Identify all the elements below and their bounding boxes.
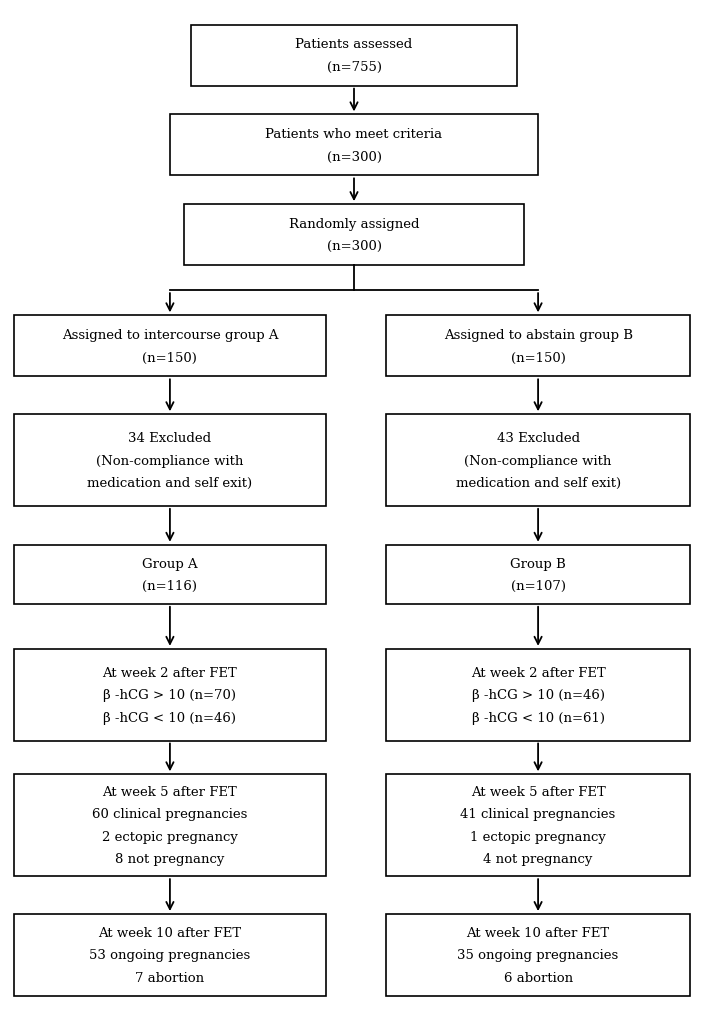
FancyBboxPatch shape xyxy=(14,649,326,741)
Text: Group A: Group A xyxy=(142,557,198,570)
FancyBboxPatch shape xyxy=(386,316,690,377)
Text: 8 not pregnancy: 8 not pregnancy xyxy=(115,853,224,865)
FancyBboxPatch shape xyxy=(191,25,517,87)
Text: (n=300): (n=300) xyxy=(326,240,382,253)
Text: 1 ectopic pregnancy: 1 ectopic pregnancy xyxy=(470,830,606,843)
FancyBboxPatch shape xyxy=(184,205,524,266)
Text: medication and self exit): medication and self exit) xyxy=(87,477,253,489)
Text: At week 10 after FET: At week 10 after FET xyxy=(98,926,241,938)
Text: (n=150): (n=150) xyxy=(510,352,566,364)
FancyBboxPatch shape xyxy=(386,415,690,506)
Text: Patients assessed: Patients assessed xyxy=(295,39,413,51)
Text: 4 not pregnancy: 4 not pregnancy xyxy=(484,853,593,865)
FancyBboxPatch shape xyxy=(14,914,326,996)
FancyBboxPatch shape xyxy=(14,545,326,604)
FancyBboxPatch shape xyxy=(386,914,690,996)
Text: 53 ongoing pregnancies: 53 ongoing pregnancies xyxy=(89,949,251,961)
Text: (n=116): (n=116) xyxy=(142,580,198,592)
Text: At week 2 after FET: At week 2 after FET xyxy=(471,666,605,679)
Text: 60 clinical pregnancies: 60 clinical pregnancies xyxy=(92,808,248,820)
Text: 41 clinical pregnancies: 41 clinical pregnancies xyxy=(460,808,616,820)
Text: At week 5 after FET: At week 5 after FET xyxy=(103,786,237,798)
Text: Randomly assigned: Randomly assigned xyxy=(289,218,419,230)
Text: Assigned to intercourse group A: Assigned to intercourse group A xyxy=(62,329,278,341)
Text: 43 Excluded: 43 Excluded xyxy=(496,432,580,444)
FancyBboxPatch shape xyxy=(14,316,326,377)
Text: At week 5 after FET: At week 5 after FET xyxy=(471,786,605,798)
FancyBboxPatch shape xyxy=(386,774,690,876)
Text: (n=107): (n=107) xyxy=(510,580,566,592)
Text: (n=300): (n=300) xyxy=(326,151,382,163)
Text: At week 2 after FET: At week 2 after FET xyxy=(103,666,237,679)
Text: (Non-compliance with: (Non-compliance with xyxy=(96,454,244,467)
Text: 7 abortion: 7 abortion xyxy=(135,971,205,983)
FancyBboxPatch shape xyxy=(386,649,690,741)
FancyBboxPatch shape xyxy=(14,415,326,506)
FancyBboxPatch shape xyxy=(170,115,538,176)
FancyBboxPatch shape xyxy=(14,774,326,876)
Text: (n=755): (n=755) xyxy=(326,61,382,73)
FancyBboxPatch shape xyxy=(386,545,690,604)
Text: (Non-compliance with: (Non-compliance with xyxy=(464,454,612,467)
Text: Patients who meet criteria: Patients who meet criteria xyxy=(266,128,442,141)
Text: 6 abortion: 6 abortion xyxy=(503,971,573,983)
Text: 34 Excluded: 34 Excluded xyxy=(128,432,212,444)
Text: Assigned to abstain group B: Assigned to abstain group B xyxy=(444,329,632,341)
Text: (n=150): (n=150) xyxy=(142,352,198,364)
Text: β -hCG < 10 (n=61): β -hCG < 10 (n=61) xyxy=(472,711,605,723)
Text: 2 ectopic pregnancy: 2 ectopic pregnancy xyxy=(102,830,238,843)
Text: medication and self exit): medication and self exit) xyxy=(455,477,621,489)
Text: 35 ongoing pregnancies: 35 ongoing pregnancies xyxy=(457,949,619,961)
Text: β -hCG < 10 (n=46): β -hCG < 10 (n=46) xyxy=(103,711,236,723)
Text: Group B: Group B xyxy=(510,557,566,570)
Text: β -hCG > 10 (n=70): β -hCG > 10 (n=70) xyxy=(103,689,236,701)
Text: At week 10 after FET: At week 10 after FET xyxy=(467,926,610,938)
Text: β -hCG > 10 (n=46): β -hCG > 10 (n=46) xyxy=(472,689,605,701)
